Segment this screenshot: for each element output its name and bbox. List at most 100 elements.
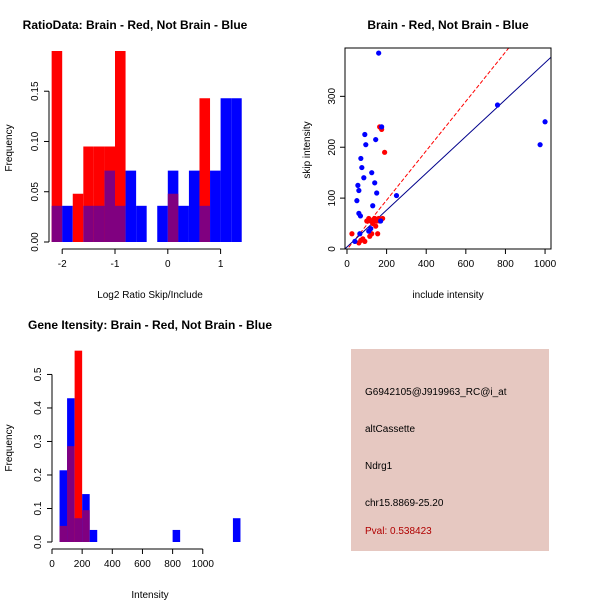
gene-intensity-bar-notbrain	[232, 518, 241, 542]
ratio-histogram-x-tick-label: -1	[111, 259, 120, 270]
gene-intensity-bar-notbrain	[172, 529, 181, 542]
intensity-scatter-panel: Brain - Red, Not Brain - Blue include in…	[302, 18, 557, 301]
scatter-x-tick-label: 200	[378, 259, 395, 270]
ratio-histogram-bar-overlap	[115, 205, 126, 242]
notbrain-point	[363, 142, 369, 148]
ratio-histogram-bar-overlap	[83, 205, 94, 242]
gene-intensity-xlabel: Intensity	[131, 590, 168, 600]
ratio-histogram-bar-brain	[199, 98, 211, 242]
ratio-histogram-bar-notbrain	[178, 205, 189, 242]
notbrain-point	[379, 124, 385, 130]
gene-intensity-bar-notbrain	[89, 529, 98, 542]
gene-intensity-y-tick-label: 0.3	[33, 434, 44, 448]
ratio-histogram-bar-brain	[115, 51, 126, 242]
ratio-histogram-bar-notbrain	[220, 98, 232, 242]
scatter-plot-frame	[344, 47, 552, 250]
ratio-histogram-bar-brain	[83, 146, 94, 242]
scatter-y-tick-label: 0	[327, 246, 338, 252]
notbrain-point	[355, 182, 361, 188]
ratio-histogram-x-tick-label: 0	[165, 259, 171, 270]
notbrain-point	[362, 131, 368, 138]
ratio-histogram-x-tick-label: -2	[58, 259, 67, 270]
notbrain-point	[359, 164, 365, 171]
brain-point	[375, 231, 381, 237]
ratio-histogram-bar-brain	[93, 146, 105, 242]
gene-intensity-bar-notbrain	[59, 470, 68, 542]
gene-intensity-x-tick-label: 800	[164, 559, 181, 570]
ratio-histogram-y-tick-label: 0.05	[30, 182, 41, 202]
ratio-histogram-bar-notbrain	[125, 170, 137, 242]
ratio-histogram-x-tick-label: 1	[218, 259, 224, 270]
gene-intensity-histogram-panel: Gene Itensity: Brain - Red, Not Brain - …	[4, 318, 272, 600]
notbrain-point	[368, 226, 374, 232]
gene-intensity-y-tick-label: 0.2	[33, 468, 44, 482]
gene-intensity-bar-overlap	[67, 446, 75, 542]
ratio-histogram-bar-notbrain	[188, 170, 200, 242]
notbrain-point	[352, 238, 358, 244]
ratio-histogram-bar-notbrain	[136, 205, 147, 242]
scatter-y-tick-label: 300	[327, 88, 338, 105]
ratio-histogram-title: RatioData: Brain - Red, Not Brain - Blue	[23, 18, 248, 32]
notbrain-point	[378, 218, 384, 224]
notbrain-point	[356, 187, 362, 194]
scatter-y-tick-label: 200	[327, 138, 338, 155]
notbrain-point	[361, 175, 367, 181]
scatter-x-tick-label: 600	[457, 259, 474, 270]
ratio-histogram-panel: RatioData: Brain - Red, Not Brain - Blue…	[4, 18, 248, 301]
gene-intensity-bar-overlap	[74, 518, 83, 542]
gene-info-panel: G6942105@J919963_RC@i_at altCassette Ndr…	[351, 349, 549, 551]
gene-intensity-bar-brain	[74, 350, 83, 542]
notbrain-point	[376, 50, 382, 56]
gene-intensity-bar-overlap	[59, 525, 68, 542]
notbrain-point	[393, 192, 400, 199]
ratio-histogram-bar-overlap	[199, 205, 211, 242]
gene-intensity-ylabel: Frequency	[4, 424, 15, 471]
ratio-histogram-bar-notbrain	[231, 98, 242, 242]
ratio-histogram-bar-brain	[51, 51, 63, 242]
scatter-x-tick-label: 1000	[534, 259, 557, 270]
scatter-title: Brain - Red, Not Brain - Blue	[367, 18, 529, 32]
ratio-histogram-bar-notbrain	[62, 205, 73, 242]
ratio-histogram-bar-overlap	[93, 205, 105, 242]
ratio-histogram-ylabel: Frequency	[4, 124, 15, 171]
gene-intensity-y-tick-label: 0.0	[33, 535, 44, 549]
gene-name: Ndrg1	[365, 461, 393, 472]
notbrain-point	[374, 190, 380, 196]
scatter-ylabel: skip intensity	[302, 121, 313, 178]
gene-intensity-x-tick-label: 600	[134, 559, 151, 570]
notbrain-point	[542, 119, 548, 125]
notbrain-point	[494, 102, 501, 108]
ratio-histogram-bar-brain	[72, 193, 84, 242]
gene-intensity-x-tick-label: 200	[74, 559, 91, 570]
scatter-y-tick-label: 100	[327, 189, 338, 206]
gene-intensity-x-tick-label: 0	[49, 559, 55, 570]
notbrain-point	[357, 231, 363, 237]
p-value: Pval: 0.538423	[365, 526, 432, 537]
gene-intensity-y-tick-label: 0.1	[33, 501, 44, 515]
scatter-xlabel: include intensity	[412, 290, 483, 301]
gene-intensity-title: Gene Itensity: Brain - Red, Not Brain - …	[28, 318, 272, 332]
gene-intensity-y-tick-label: 0.4	[33, 401, 44, 415]
notbrain-point	[373, 136, 379, 143]
gene-intensity-y-tick-label: 0.5	[33, 367, 44, 381]
notbrain-point	[370, 203, 376, 209]
scatter-x-tick-label: 400	[418, 259, 435, 270]
gene-intensity-bar-overlap	[82, 510, 90, 542]
notbrain-point	[358, 155, 364, 162]
ratio-histogram-y-tick-label: 0.10	[30, 131, 41, 151]
notbrain-point	[354, 198, 360, 204]
brain-fit-line	[346, 48, 510, 249]
ratio-histogram-bar-overlap	[167, 193, 179, 242]
ratio-histogram-xlabel: Log2 Ratio Skip/Include	[97, 290, 203, 301]
ratio-histogram-y-tick-label: 0.15	[30, 81, 41, 101]
ratio-histogram-bar-overlap	[51, 205, 63, 242]
notbrain-point	[537, 142, 543, 148]
scatter-x-tick-label: 0	[344, 259, 350, 270]
brain-point	[373, 223, 379, 229]
event-type: altCassette	[365, 424, 416, 435]
gene-intensity-x-tick-label: 400	[104, 559, 121, 570]
brain-point	[362, 238, 368, 244]
notbrain-point	[369, 170, 375, 176]
scatter-x-tick-label: 800	[497, 259, 514, 270]
